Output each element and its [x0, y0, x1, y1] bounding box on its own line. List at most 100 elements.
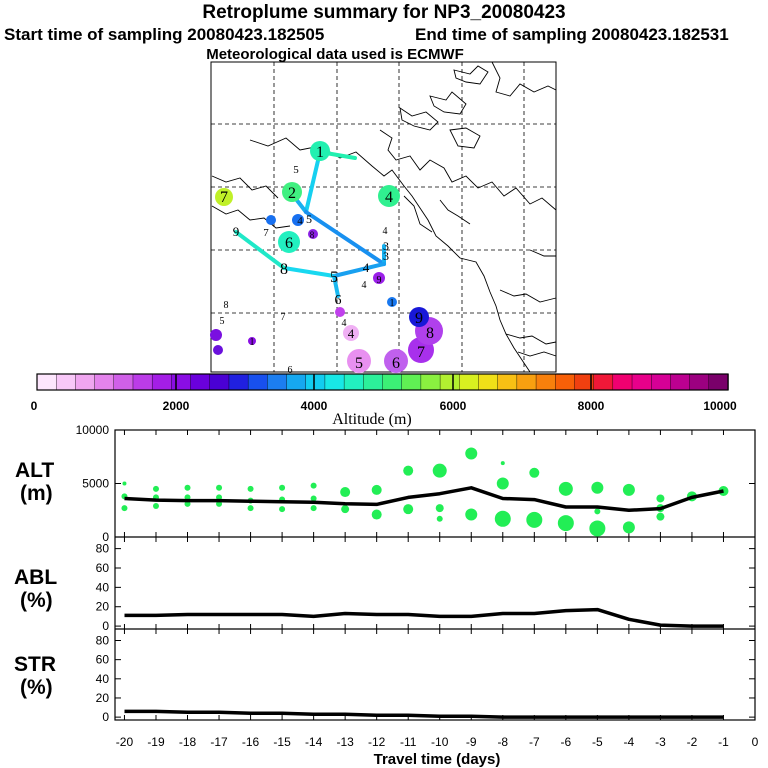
- plume-point: [529, 467, 540, 478]
- cb-tick: 10000: [703, 399, 737, 413]
- trajectory-lines: [234, 150, 386, 298]
- colorbar-cell: [555, 373, 576, 391]
- colorbar-cell: [459, 373, 480, 391]
- plume-point: [310, 495, 317, 502]
- plume-point: [184, 484, 191, 491]
- x-tick-label: -17: [210, 735, 228, 749]
- y-tick-label: 60: [96, 561, 110, 575]
- met-data-label: Meteorological data used is ECMWF: [206, 46, 464, 63]
- x-tick-label: 0: [752, 735, 759, 749]
- traj-label: 6: [285, 235, 293, 252]
- cluster-circle: [278, 231, 300, 253]
- x-tick-label: -2: [687, 735, 698, 749]
- cluster-label: 5: [355, 355, 363, 372]
- x-tick-label: -1: [718, 735, 729, 749]
- colorbar-cell: [36, 373, 57, 391]
- cluster-circle: [387, 297, 397, 307]
- plume-point: [403, 465, 414, 476]
- small-label: 4: [342, 318, 347, 329]
- cluster-label: 6: [392, 355, 400, 372]
- cb-tick: 8000: [578, 399, 605, 413]
- small-label: 5: [306, 212, 312, 226]
- colorbar-cell: [247, 373, 269, 391]
- cluster-circle: [210, 329, 222, 341]
- cluster-label: 9: [415, 310, 423, 327]
- traj-label: 3: [383, 239, 389, 253]
- plume-point: [557, 515, 574, 532]
- cluster-circle: [248, 337, 256, 345]
- cluster-label: 7: [417, 344, 425, 361]
- small-label: 4: [362, 280, 367, 291]
- x-tick-label: -11: [400, 735, 417, 749]
- colorbar-frame: [36, 373, 729, 391]
- colorbar-cell: [497, 373, 518, 391]
- y-tick-label: 0: [102, 710, 109, 724]
- traj-label: 2: [288, 185, 296, 202]
- colorbar-cell: [343, 373, 365, 391]
- colorbar-cell: [631, 373, 652, 391]
- colorbar-cell: [670, 373, 691, 391]
- colorbar-cell: [478, 373, 499, 391]
- colorbar-label: Altitude (m): [332, 411, 412, 428]
- colorbar-cell: [228, 373, 249, 391]
- cluster-circle: [335, 307, 345, 317]
- colorbar-major-ticks: [175, 374, 592, 390]
- colorbar-cell: [132, 373, 153, 391]
- plume-point: [152, 502, 159, 509]
- small-label: 4: [383, 226, 388, 237]
- plume-point: [465, 508, 478, 521]
- small-label: 7: [281, 312, 286, 323]
- cluster-label: 8: [426, 325, 434, 342]
- alt-panel-label: ALT: [15, 459, 54, 482]
- x-tick-label: -10: [431, 735, 449, 749]
- colorbar-tick-labels: 0 2000 4000 6000 8000 10000: [31, 399, 737, 413]
- end-time-label: End time of sampling 20080423.182531: [415, 25, 729, 44]
- small-label: 3: [383, 249, 389, 263]
- traj-label: 4: [385, 189, 393, 206]
- traj-label: 8: [280, 261, 288, 278]
- cb-tick: 4000: [301, 399, 328, 413]
- x-tick-label: -9: [466, 735, 477, 749]
- colorbar-cell: [612, 373, 633, 391]
- cb-tick: 6000: [440, 399, 467, 413]
- small-label: 1: [250, 337, 255, 348]
- x-tick-label: -20: [116, 735, 134, 749]
- plume-point: [403, 504, 414, 515]
- cb-tick: 2000: [163, 399, 190, 413]
- plume-point: [494, 510, 511, 527]
- plume-point: [310, 482, 317, 489]
- small-label: 5: [293, 164, 299, 176]
- plume-point: [247, 485, 254, 492]
- cluster-circle: [373, 272, 385, 284]
- cluster-circle: [310, 141, 330, 161]
- panels-frame: [114, 429, 756, 721]
- colorbar-cell: [708, 373, 729, 391]
- y-tick-label: 40: [96, 672, 110, 686]
- plume-point: [465, 447, 478, 460]
- y-tick-label: 5000: [82, 477, 109, 491]
- cluster-circle: [308, 229, 318, 239]
- small-label: 8: [310, 230, 315, 240]
- plume-point: [591, 481, 604, 494]
- colorbar-cell: [439, 373, 460, 391]
- traj-label: 9: [233, 224, 240, 239]
- plume-cluster-markers: [210, 141, 443, 373]
- x-tick-label: -16: [242, 735, 260, 749]
- small-label: 9: [377, 275, 382, 286]
- y-tick-label: 60: [96, 653, 110, 667]
- colorbar-cell: [420, 373, 441, 391]
- colorbar-cell: [267, 373, 288, 391]
- plume-point: [121, 505, 128, 512]
- cluster-circle: [378, 185, 400, 207]
- altitude-colorbar: 0 2000 4000 6000 8000 10000 Altitude (m): [31, 373, 737, 428]
- plume-point: [594, 508, 601, 515]
- plume-point: [558, 481, 573, 496]
- cluster-circle: [292, 214, 304, 226]
- cluster-circle: [347, 349, 371, 373]
- colorbar-cell: [151, 373, 173, 391]
- plume-point: [310, 505, 317, 512]
- colorbar-cell: [171, 373, 192, 391]
- map-coastlines: [211, 61, 557, 373]
- traj-label: 7: [220, 189, 228, 206]
- colorbar-cell: [401, 373, 422, 391]
